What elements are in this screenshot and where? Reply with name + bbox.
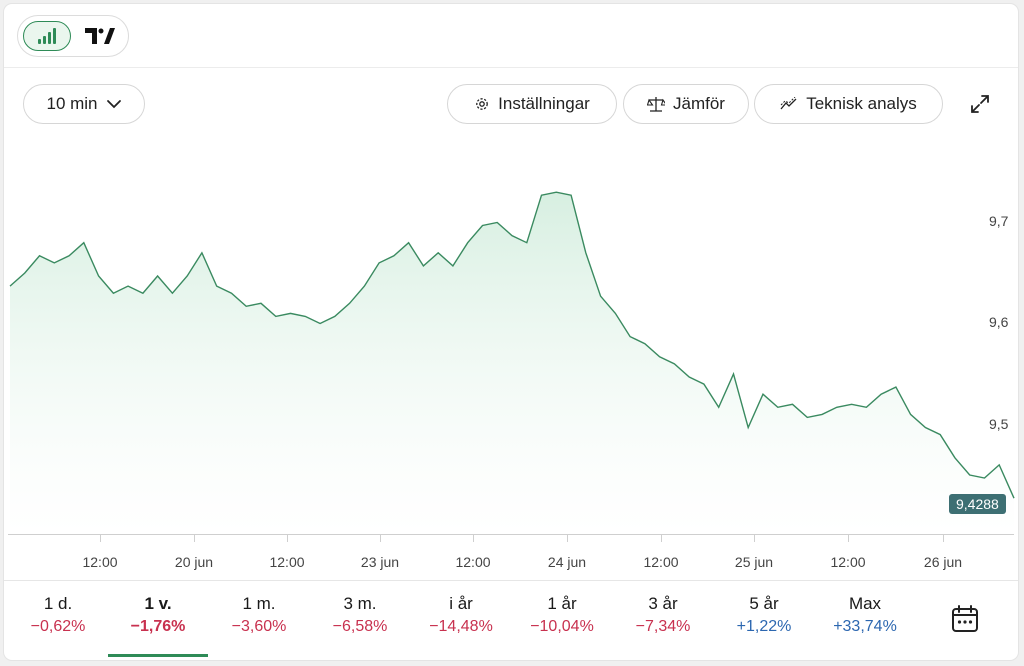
x-tick-mark	[473, 535, 474, 542]
trend-lines-icon	[780, 97, 797, 110]
header-divider	[4, 67, 1018, 68]
period-label: 3 år	[648, 594, 678, 613]
chart-widget: 10 min Inställningar Jämför Teknisk anal…	[4, 4, 1018, 660]
period-change: −14,48%	[429, 618, 493, 635]
period-change: −1,76%	[130, 618, 186, 635]
period-change: −0,62%	[30, 618, 86, 635]
last-price-badge: 9,4288	[949, 494, 1006, 514]
x-tick-label: 25 jun	[734, 554, 774, 570]
period-label: 5 år	[749, 594, 779, 613]
y-tick-label: 9,6	[989, 314, 1009, 330]
x-tick-mark	[754, 535, 755, 542]
period-label: 1 v.	[144, 594, 172, 613]
period-3y[interactable]: 3 år −7,34%	[613, 594, 713, 636]
x-tick-label: 12:00	[269, 554, 305, 570]
interval-dropdown[interactable]: 10 min	[23, 84, 145, 124]
scale-icon	[647, 97, 666, 112]
period-label: i år	[449, 594, 473, 613]
line-chart-view-button[interactable]	[23, 21, 71, 51]
price-chart	[9, 191, 1015, 534]
y-tick-label: 9,7	[989, 213, 1009, 229]
x-tick-mark	[194, 535, 195, 542]
chart-type-toggle	[17, 15, 129, 57]
x-tick-label: 20 jun	[174, 554, 214, 570]
period-label: 1 m.	[242, 594, 276, 613]
period-change: +1,22%	[736, 618, 792, 635]
period-change: +33,74%	[833, 618, 897, 635]
x-tick-label: 12:00	[643, 554, 679, 570]
x-tick-label: 24 jun	[547, 554, 587, 570]
x-tick-mark	[848, 535, 849, 542]
technical-analysis-label: Teknisk analys	[806, 94, 917, 113]
period-change: −7,34%	[635, 618, 691, 635]
x-tick-mark	[567, 535, 568, 542]
period-label: 3 m.	[343, 594, 377, 613]
x-tick-label: 26 jun	[923, 554, 963, 570]
gear-icon	[476, 98, 489, 110]
active-period-indicator	[108, 654, 208, 657]
period-3m[interactable]: 3 m. −6,58%	[310, 594, 410, 636]
settings-button[interactable]: Inställningar	[447, 84, 617, 124]
compare-button[interactable]: Jämför	[623, 84, 749, 124]
price-line	[9, 191, 1015, 499]
period-max[interactable]: Max +33,74%	[815, 594, 915, 636]
expand-icon[interactable]	[968, 92, 992, 116]
settings-label: Inställningar	[498, 94, 590, 113]
x-tick-mark	[287, 535, 288, 542]
period-divider	[4, 580, 1018, 581]
period-label: 1 år	[547, 594, 577, 613]
technical-analysis-button[interactable]: Teknisk analys	[754, 84, 943, 124]
x-tick-mark	[100, 535, 101, 542]
x-axis-line	[8, 534, 1014, 535]
interval-value: 10 min	[46, 94, 98, 113]
period-change: −6,58%	[332, 618, 388, 635]
x-tick-mark	[380, 535, 381, 542]
price-area	[10, 192, 1014, 534]
y-tick-label: 9,5	[989, 416, 1009, 432]
calendar-icon[interactable]	[950, 604, 980, 634]
period-1m[interactable]: 1 m. −3,60%	[209, 594, 309, 636]
chevron-down-icon	[106, 100, 121, 109]
x-tick-mark	[943, 535, 944, 542]
tradingview-view-button[interactable]	[78, 21, 122, 51]
period-1d[interactable]: 1 d. −0,62%	[8, 594, 108, 636]
period-5y[interactable]: 5 år +1,22%	[714, 594, 814, 636]
period-label: Max	[848, 594, 882, 613]
period-1w[interactable]: 1 v. −1,76%	[108, 594, 208, 636]
tradingview-logo-icon	[85, 28, 115, 44]
x-tick-mark	[661, 535, 662, 542]
x-tick-label: 12:00	[82, 554, 118, 570]
period-change: −3,60%	[231, 618, 287, 635]
period-change: −10,04%	[530, 618, 594, 635]
period-label: 1 d.	[43, 594, 73, 613]
x-tick-label: 23 jun	[360, 554, 400, 570]
x-tick-label: 12:00	[830, 554, 866, 570]
bar-chart-icon	[38, 28, 56, 44]
compare-label: Jämför	[673, 94, 725, 113]
x-tick-label: 12:00	[455, 554, 491, 570]
period-ytd[interactable]: i år −14,48%	[411, 594, 511, 636]
period-1y[interactable]: 1 år −10,04%	[512, 594, 612, 636]
